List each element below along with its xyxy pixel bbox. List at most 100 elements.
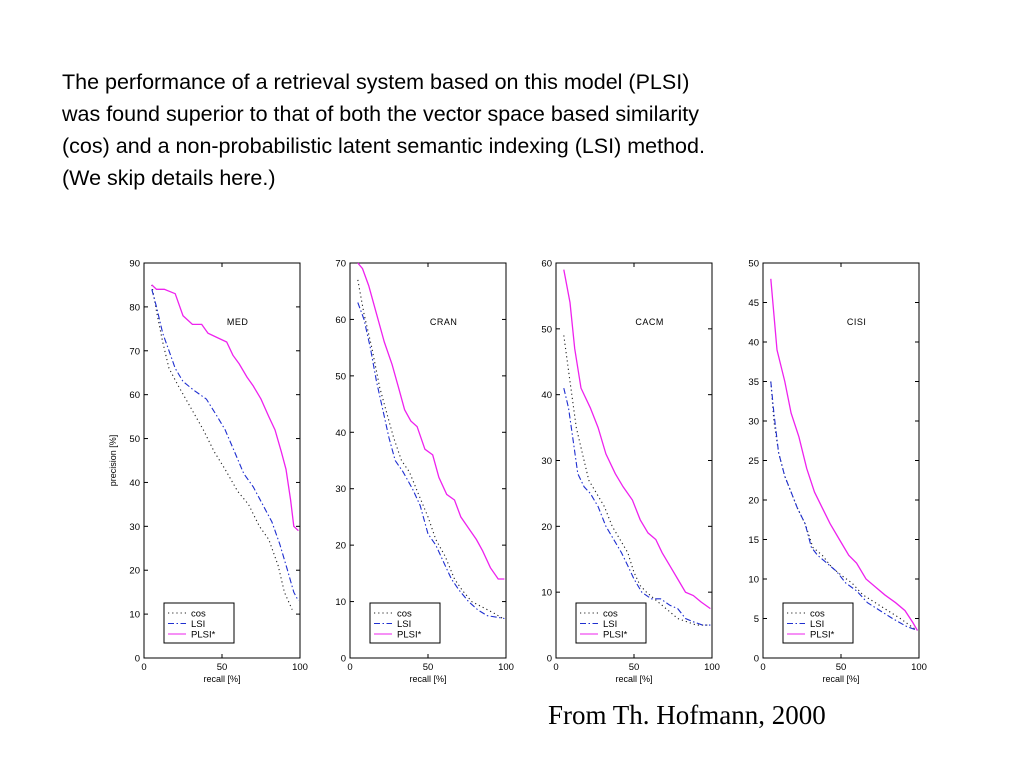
x-tick-label: 100: [704, 662, 720, 673]
plot-frame: [143, 262, 301, 659]
y-tick-label: 40: [748, 338, 759, 349]
x-axis-label: recall [%]: [409, 674, 446, 684]
legend-label: LSI: [603, 619, 617, 630]
y-tick-label: 60: [129, 390, 140, 401]
x-axis-label: recall [%]: [822, 674, 859, 684]
x-tick-label: 50: [629, 662, 640, 673]
y-tick-label: 15: [748, 535, 759, 546]
legend-label: PLSI*: [810, 630, 835, 641]
legend-label: PLSI*: [603, 630, 628, 641]
series-line-cos: [151, 284, 293, 610]
y-tick-label: 20: [335, 541, 346, 552]
chart-title: CISI: [847, 317, 867, 327]
intro-line: The performance of a retrieval system ba…: [62, 70, 690, 94]
y-tick-label: 10: [335, 597, 346, 608]
y-tick-label: 10: [129, 610, 140, 621]
intro-line: (cos) and a non-probabilistic latent sem…: [62, 134, 705, 158]
y-tick-label: 20: [541, 522, 552, 533]
legend-label: PLSI*: [397, 630, 422, 641]
y-tick-label: 60: [541, 259, 552, 270]
y-tick-label: 10: [541, 588, 552, 599]
y-tick-label: 70: [335, 259, 346, 270]
series-line-lsi: [151, 289, 299, 602]
intro-line: (We skip details here.): [62, 166, 276, 190]
x-axis-label: recall [%]: [615, 674, 652, 684]
plot-frame: [762, 262, 920, 659]
y-tick-label: 50: [748, 259, 759, 270]
chart-title: MED: [227, 317, 249, 327]
y-tick-label: 30: [335, 484, 346, 495]
legend-label: LSI: [191, 619, 205, 630]
y-tick-label: 20: [129, 566, 140, 577]
y-tick-label: 90: [129, 259, 140, 270]
y-tick-label: 35: [748, 377, 759, 388]
y-tick-label: 40: [541, 390, 552, 401]
chart-med: 0 50 100 0 10 20 30 40 50 60 70 80 90 MED recall [%] pr…: [108, 259, 308, 685]
y-tick-label: 50: [541, 324, 552, 335]
y-tick-label: 30: [129, 522, 140, 533]
x-tick-label: 0: [347, 662, 352, 673]
legend-label: cos: [397, 609, 412, 620]
y-tick-label: 70: [129, 346, 140, 357]
x-tick-label: 0: [760, 662, 765, 673]
chart-title: CRAN: [430, 317, 458, 327]
legend-box: [369, 602, 441, 644]
legend-box: [575, 602, 647, 644]
x-tick-label: 100: [292, 662, 308, 673]
series-line-plsi: [563, 269, 711, 610]
intro-paragraph: The performance of a retrieval system ba…: [62, 66, 962, 194]
y-tick-label: 60: [335, 315, 346, 326]
y-tick-label: 30: [748, 417, 759, 428]
x-tick-label: 100: [911, 662, 927, 673]
series-line-lsi: [770, 381, 918, 631]
chart-cisi: 0 50 100 0 5 10 15 20 25 30 35 40 45 50 CISI recall [%]…: [748, 259, 927, 685]
y-axis-label: precision [%]: [108, 435, 118, 487]
legend-label: cos: [603, 609, 618, 620]
legend-label: cos: [191, 609, 206, 620]
x-tick-label: 100: [498, 662, 514, 673]
x-tick-label: 0: [553, 662, 558, 673]
y-tick-label: 5: [754, 614, 759, 625]
legend-box: [782, 602, 854, 644]
legend-label: cos: [810, 609, 825, 620]
chart-cacm: 0 50 100 0 10 20 30 40 50 60 CACM recall [%] cosLSIP…: [541, 259, 720, 685]
x-tick-label: 0: [141, 662, 146, 673]
legend-label: LSI: [397, 619, 411, 630]
y-tick-label: 0: [547, 654, 552, 665]
y-tick-label: 0: [135, 654, 140, 665]
y-tick-label: 30: [541, 456, 552, 467]
y-tick-label: 80: [129, 302, 140, 313]
x-tick-label: 50: [836, 662, 847, 673]
y-tick-label: 40: [129, 478, 140, 489]
series-line-plsi: [151, 284, 299, 532]
series-line-lsi: [563, 387, 711, 626]
y-tick-label: 50: [129, 434, 140, 445]
legend-label: LSI: [810, 619, 824, 630]
x-tick-label: 50: [423, 662, 434, 673]
plot-frame: [555, 262, 713, 659]
legend-label: PLSI*: [191, 630, 216, 641]
y-tick-label: 0: [754, 654, 759, 665]
source-credit: From Th. Hofmann, 2000: [548, 700, 826, 730]
x-tick-label: 50: [217, 662, 228, 673]
y-tick-label: 25: [748, 456, 759, 467]
chart-title: CACM: [635, 317, 664, 327]
series-line-plsi: [357, 262, 505, 580]
series-line-cos: [770, 381, 918, 631]
y-tick-label: 50: [335, 371, 346, 382]
y-tick-label: 40: [335, 428, 346, 439]
legend-box: [163, 602, 235, 644]
chart-cran: 0 50 100 0 10 20 30 40 50 60 70 CRAN recall [%] cosLS…: [335, 259, 514, 685]
x-axis-label: recall [%]: [203, 674, 240, 684]
series-line-lsi: [357, 302, 505, 620]
y-tick-label: 45: [748, 298, 759, 309]
series-line-plsi: [770, 278, 918, 631]
y-tick-label: 20: [748, 496, 759, 507]
y-tick-label: 10: [748, 575, 759, 586]
intro-line: was found superior to that of both the v…: [62, 102, 699, 126]
